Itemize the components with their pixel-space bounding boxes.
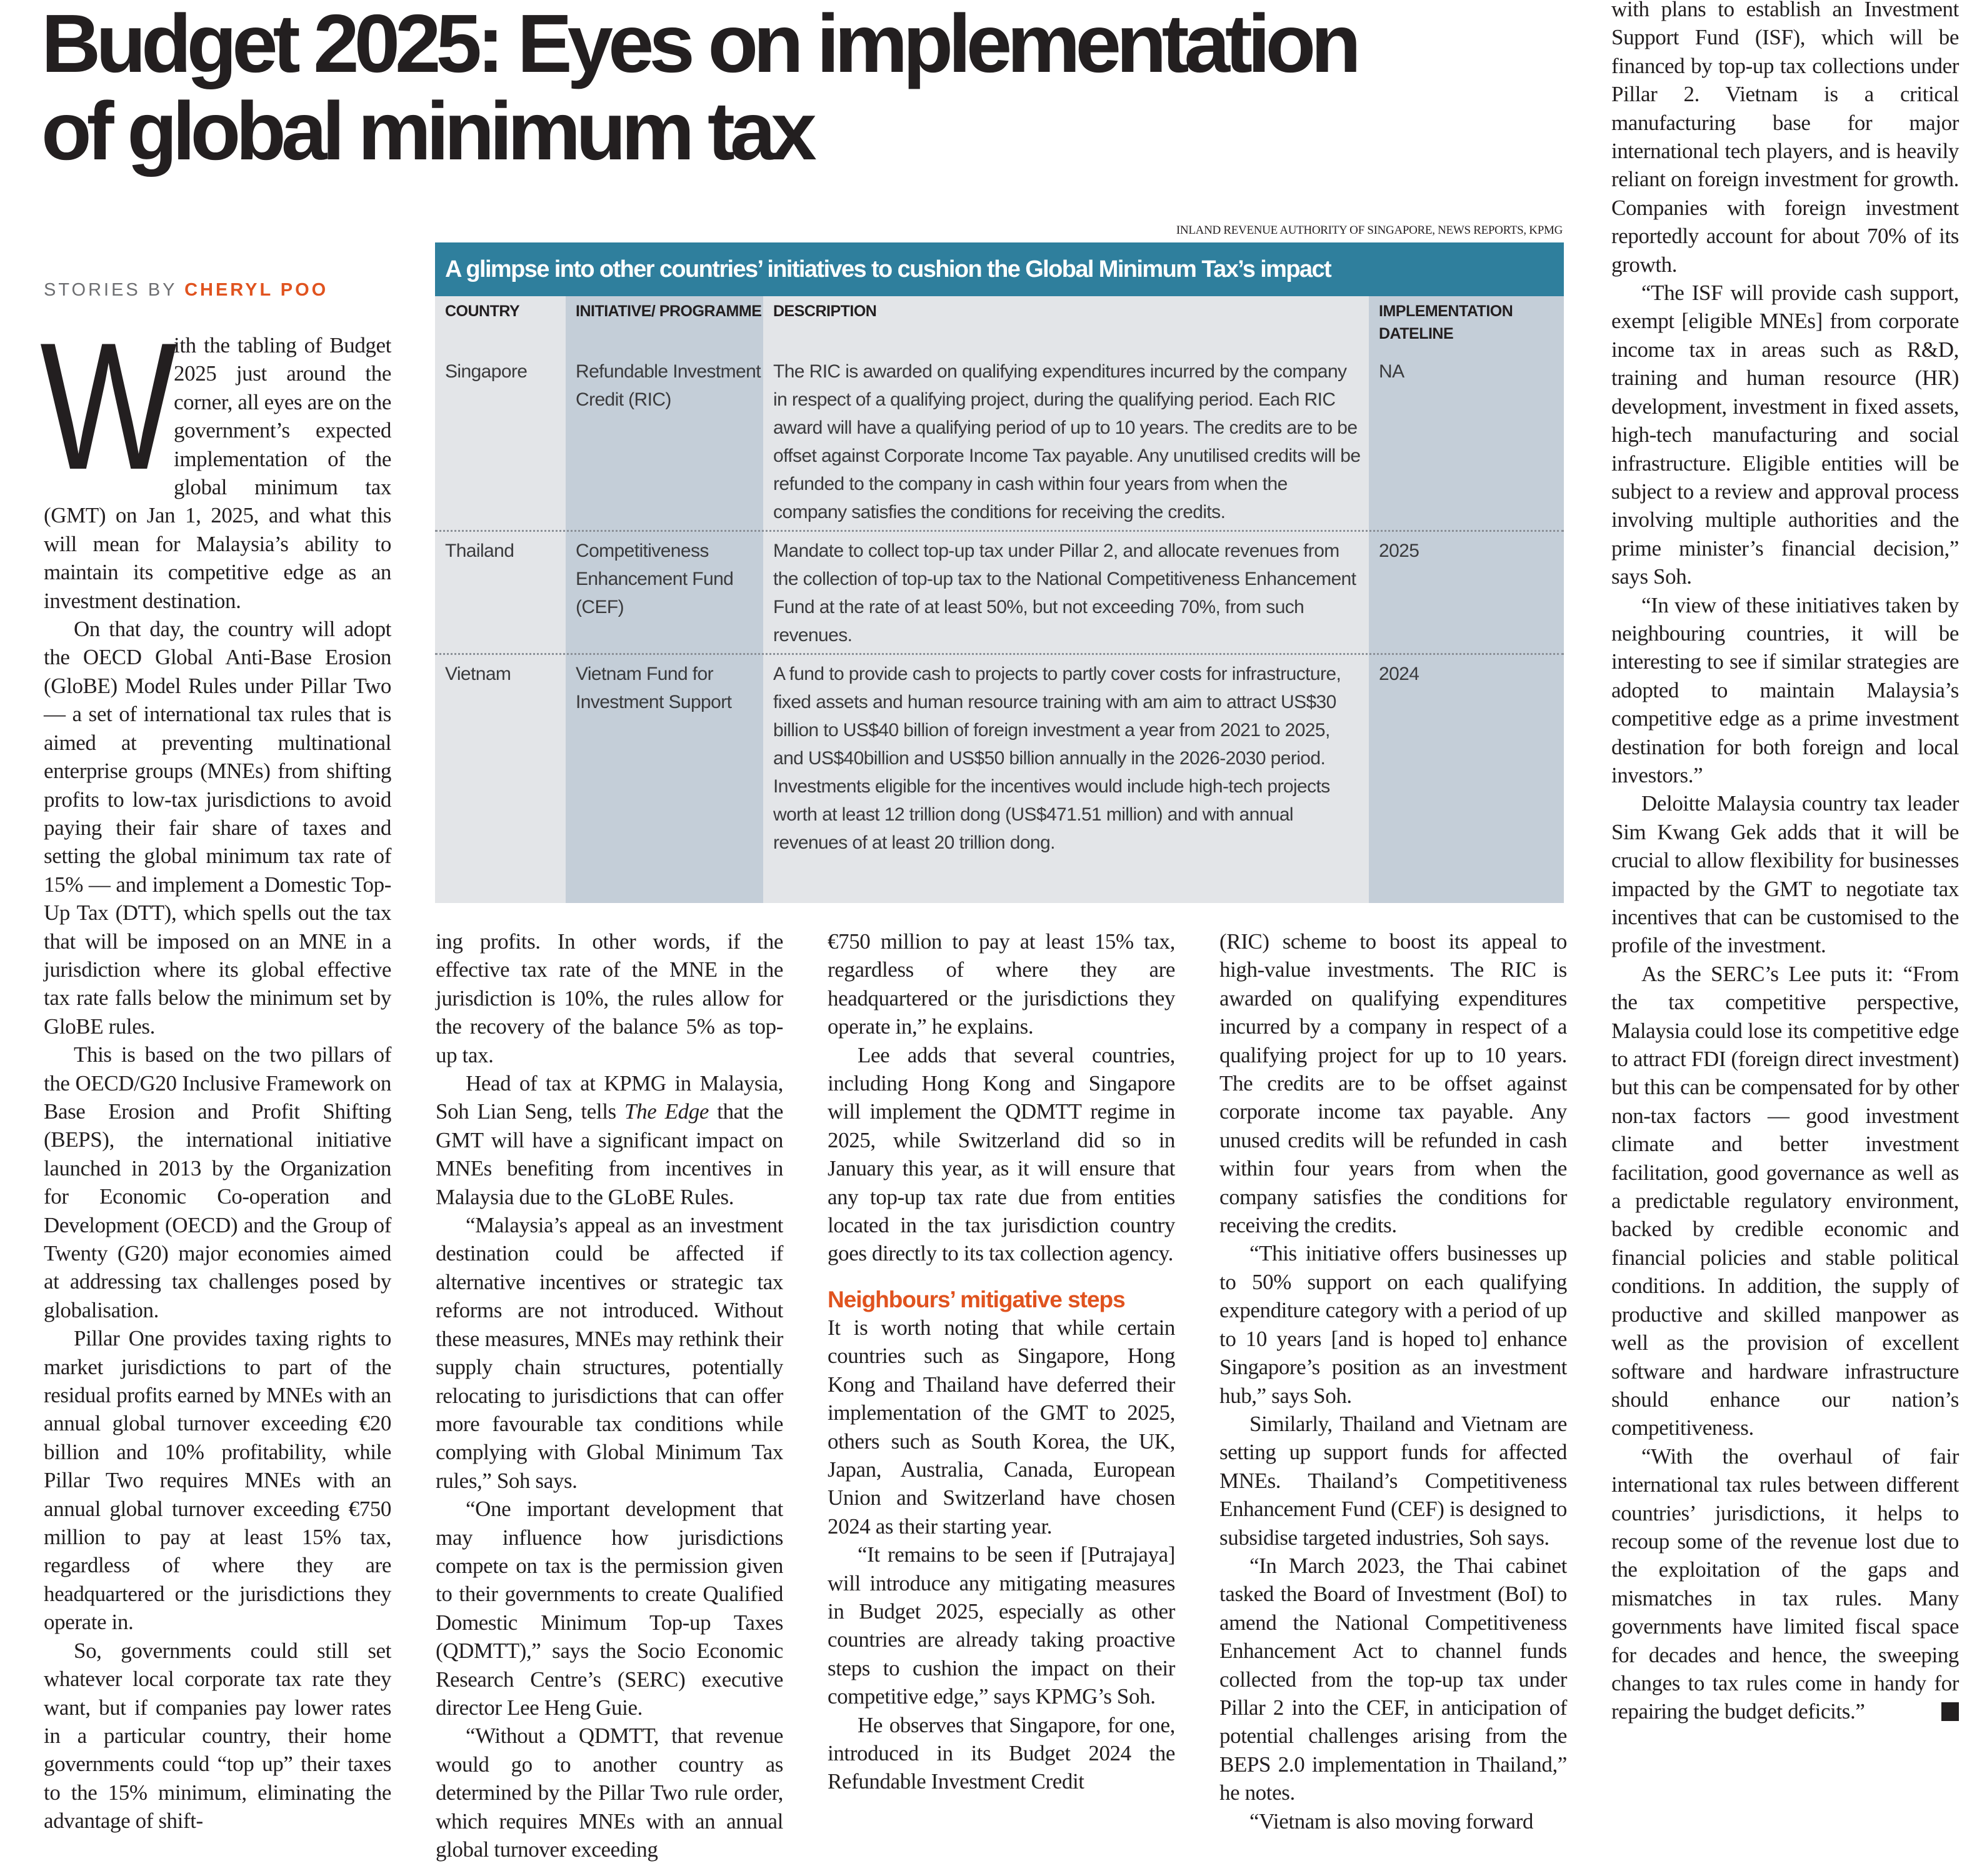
table-source: INLAND REVENUE AUTHORITY OF SINGAPORE, N… bbox=[1176, 224, 1563, 237]
body-paragraph: “One important development that may infl… bbox=[436, 1495, 783, 1722]
paragraph-text: with plans to establish an Investment Su… bbox=[1611, 0, 1959, 277]
table-row: Vietnam Vietnam Fund for Investment Supp… bbox=[435, 653, 1564, 861]
paragraph-text: €750 million to pay at least 15% tax, re… bbox=[828, 929, 1175, 1039]
body-paragraph: “Vietnam is also moving forward bbox=[1219, 1807, 1567, 1835]
article-column-2: ing profits. In other words, if the effe… bbox=[436, 927, 783, 1864]
paragraph-text: Deloitte Malaysia country tax leader Sim… bbox=[1611, 791, 1959, 958]
body-paragraph: €750 million to pay at least 15% tax, re… bbox=[828, 927, 1175, 1041]
body-paragraph: Head of tax at KPMG in Malaysia, Soh Lia… bbox=[436, 1069, 783, 1211]
body-paragraph: He observes that Singapore, for one, int… bbox=[828, 1711, 1175, 1796]
article-column-5: with plans to establish an Investment Su… bbox=[1611, 0, 1981, 1726]
dateline-column-shade bbox=[1369, 296, 1564, 903]
table-title: A glimpse into other countries’ initiati… bbox=[435, 241, 1564, 296]
paragraph-text: “With the overhaul of fair international… bbox=[1611, 1444, 1959, 1724]
headline: Budget 2025: Eyes on implementation of g… bbox=[41, 0, 1479, 175]
body-paragraph: Lee adds that several countries, includi… bbox=[828, 1041, 1175, 1268]
body-paragraph: It is worth noting that while certain co… bbox=[828, 1314, 1175, 1540]
drop-cap: W bbox=[40, 305, 177, 507]
header-description: DESCRIPTION bbox=[773, 302, 877, 320]
paragraph-text: “This initiative offers businesses up to… bbox=[1219, 1241, 1567, 1408]
paragraph-text: On that day, the country will adopt the … bbox=[44, 617, 391, 1039]
cell-description: A fund to provide cash to projects to pa… bbox=[773, 664, 1341, 853]
paragraph-text: Lee adds that several countries, includi… bbox=[828, 1042, 1175, 1266]
cell-description: Mandate to collect top-up tax under Pill… bbox=[773, 541, 1356, 646]
cell-initiative: Refundable Investment Credit (RIC) bbox=[576, 361, 761, 410]
paragraph-text: “In March 2023, the Thai cabinet tasked … bbox=[1219, 1553, 1567, 1805]
body-paragraph: As the SERC’s Lee puts it: “From the tax… bbox=[1611, 960, 1959, 1442]
paragraph-text: ing profits. In other words, if the effe… bbox=[436, 929, 783, 1067]
body-paragraph: So, governments could still set whatever… bbox=[44, 1637, 391, 1835]
header-initiative: INITIATIVE/ PROGRAMME bbox=[576, 302, 762, 320]
article-column-1: W ith the tabling of Budget 2025 just ar… bbox=[40, 316, 391, 1835]
paragraph-text: “It remains to be seen if [Putrajaya] wi… bbox=[828, 1542, 1175, 1709]
article-column-4: (RIC) scheme to boost its appeal to high… bbox=[1219, 927, 1567, 1835]
body-paragraph: Deloitte Malaysia country tax leader Sim… bbox=[1611, 789, 1959, 959]
table-header-row: COUNTRY INITIATIVE/ PROGRAMME DESCRIPTIO… bbox=[435, 296, 1564, 357]
paragraph-text: “One important development that may infl… bbox=[436, 1497, 783, 1720]
paragraph-text: that the GMT will have a significant imp… bbox=[436, 1099, 783, 1209]
headline-line-2: of global minimum tax bbox=[41, 85, 817, 177]
table-row: Singapore Refundable Investment Credit (… bbox=[435, 357, 1564, 530]
paragraph-text: “The ISF will provide cash support, exem… bbox=[1611, 281, 1959, 589]
initiative-column-shade bbox=[566, 296, 763, 903]
byline-author: CHERYL POO bbox=[184, 280, 329, 300]
body-paragraph: with plans to establish an Investment Su… bbox=[1611, 0, 1959, 279]
body-paragraph: ing profits. In other words, if the effe… bbox=[436, 927, 783, 1069]
paragraph-text: Pillar One provides taxing rights to mar… bbox=[44, 1326, 391, 1635]
cell-country: Thailand bbox=[445, 541, 514, 561]
header-dateline: IMPLEMENTATION DATELINE bbox=[1379, 302, 1513, 342]
body-paragraph: “Without a QDMTT, that revenue would go … bbox=[436, 1722, 783, 1864]
paragraph-text: As the SERC’s Lee puts it: “From the tax… bbox=[1611, 961, 1959, 1440]
body-paragraph: On that day, the country will adopt the … bbox=[44, 615, 391, 1040]
body-paragraph: “In March 2023, the Thai cabinet tasked … bbox=[1219, 1552, 1567, 1807]
body-paragraph: “The ISF will provide cash support, exem… bbox=[1611, 279, 1959, 591]
header-country: COUNTRY bbox=[445, 302, 520, 320]
paragraph-text: “Malaysia’s appeal as an investment dest… bbox=[436, 1213, 783, 1493]
body-paragraph: Pillar One provides taxing rights to mar… bbox=[44, 1324, 391, 1636]
body-paragraph: (RIC) scheme to boost its appeal to high… bbox=[1219, 927, 1567, 1239]
body-paragraph: Similarly, Thailand and Vietnam are sett… bbox=[1219, 1410, 1567, 1552]
body-paragraph: ith the tabling of Budget 2025 just arou… bbox=[44, 331, 391, 615]
body-paragraph: “Malaysia’s appeal as an investment dest… bbox=[436, 1211, 783, 1495]
cell-description: The RIC is awarded on qualifying expendi… bbox=[773, 361, 1361, 522]
paragraph-text: Head of tax at KPMG in Malaysia, Soh Lia… bbox=[436, 1071, 783, 1124]
paragraph-text: It is worth noting that while certain co… bbox=[828, 1315, 1175, 1539]
body-paragraph: This is based on the two pillars of the … bbox=[44, 1040, 391, 1324]
cell-country: Singapore bbox=[445, 361, 528, 382]
byline-prefix: STORIES BY bbox=[44, 280, 185, 300]
cell-dateline: 2025 bbox=[1379, 541, 1419, 561]
byline: STORIES BY CHERYL POO bbox=[44, 280, 328, 301]
end-of-story-mark: E bbox=[1941, 1702, 1981, 1722]
comparison-table: A glimpse into other countries’ initiati… bbox=[435, 241, 1564, 903]
article-column-3: €750 million to pay at least 15% tax, re… bbox=[828, 927, 1175, 1796]
cell-country: Vietnam bbox=[445, 664, 511, 684]
paragraph-text: (RIC) scheme to boost its appeal to high… bbox=[1219, 929, 1567, 1238]
paragraph-text: “In view of these initiatives taken by n… bbox=[1611, 592, 1959, 787]
paragraph-text: This is based on the two pillars of the … bbox=[44, 1042, 391, 1322]
table-row: Thailand Competitiveness Enhancement Fun… bbox=[435, 530, 1564, 653]
paragraph-text: ith the tabling of Budget 2025 just arou… bbox=[44, 333, 391, 613]
paragraph-text: So, governments could still set whatever… bbox=[44, 1638, 391, 1834]
cell-initiative: Vietnam Fund for Investment Support bbox=[576, 664, 732, 712]
section-subhead: Neighbours’ mitigative steps bbox=[828, 1286, 1126, 1312]
headline-line-1: Budget 2025: Eyes on implementation bbox=[41, 0, 1361, 89]
body-paragraph: “It remains to be seen if [Putrajaya] wi… bbox=[828, 1540, 1175, 1710]
cell-dateline: 2024 bbox=[1379, 664, 1419, 684]
cell-dateline: NA bbox=[1379, 361, 1404, 382]
paragraph-text: Similarly, Thailand and Vietnam are sett… bbox=[1219, 1411, 1567, 1550]
body-paragraph: “This initiative offers businesses up to… bbox=[1219, 1239, 1567, 1409]
publication-name: The Edge bbox=[624, 1099, 709, 1124]
paragraph-text: “Vietnam is also moving forward bbox=[1249, 1809, 1533, 1834]
paragraph-text: He observes that Singapore, for one, int… bbox=[828, 1712, 1175, 1794]
body-paragraph: “In view of these initiatives taken by n… bbox=[1611, 591, 1959, 790]
cell-initiative: Competitiveness Enhancement Fund (CEF) bbox=[576, 541, 734, 617]
paragraph-text: “Without a QDMTT, that revenue would go … bbox=[436, 1724, 783, 1862]
body-paragraph: “With the overhaul of fair international… bbox=[1611, 1442, 1981, 1726]
